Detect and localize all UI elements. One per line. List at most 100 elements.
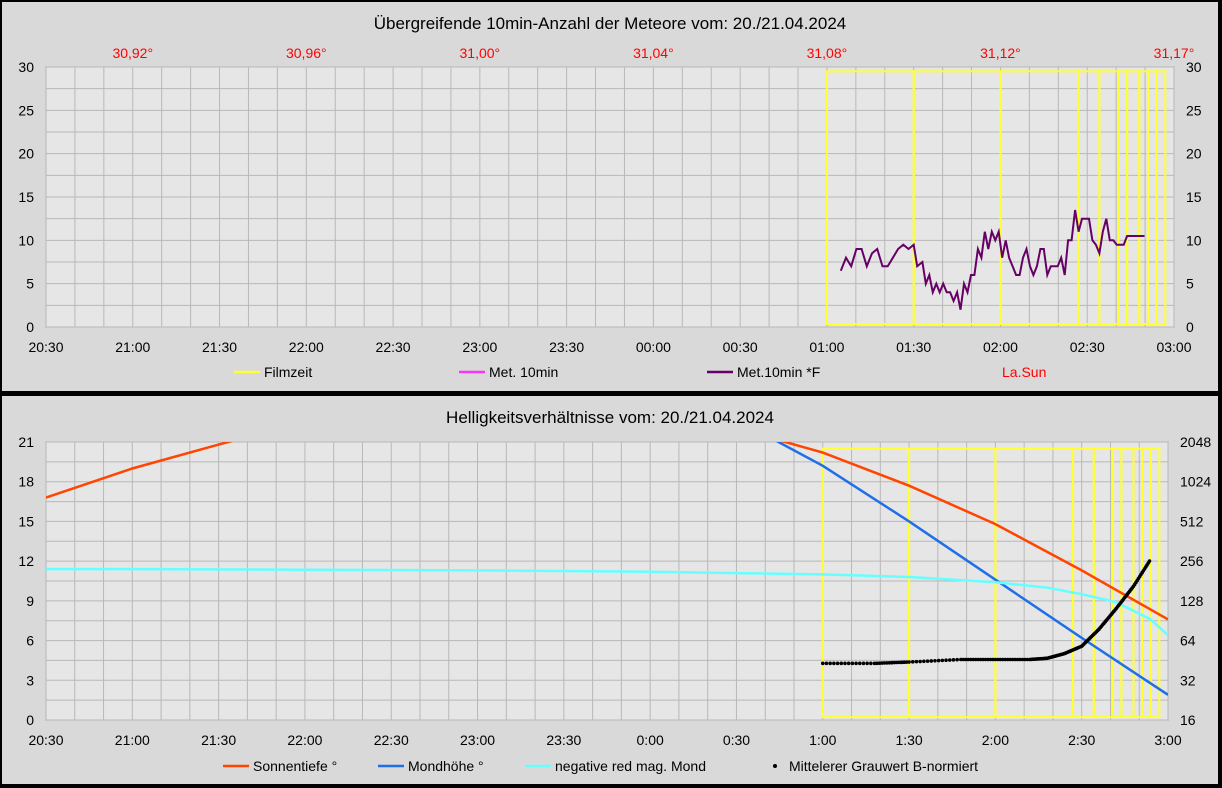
grauwert-point — [1025, 657, 1030, 662]
x-tick-label: 1:30 — [895, 732, 922, 748]
grauwert-point — [857, 661, 862, 666]
top-axis-tick-label: 30,92° — [112, 45, 153, 61]
grauwert-point — [955, 657, 959, 662]
grauwert-series — [820, 559, 1152, 666]
grauwert-point — [983, 657, 988, 662]
x-tick-label: 0:00 — [637, 732, 664, 748]
grauwert-point — [933, 658, 937, 663]
grauwert-point — [996, 657, 1000, 662]
grauwert-point — [1008, 657, 1012, 662]
legend-marker — [773, 764, 777, 768]
filmzeit-block — [1149, 447, 1161, 718]
grauwert-point — [861, 661, 866, 666]
y-tick-label: 20 — [18, 146, 34, 162]
met-10min-f-line — [839, 209, 1145, 310]
y2-tick-label: 0 — [1186, 319, 1194, 335]
sonnentiefe-line — [780, 442, 1168, 621]
grauwert-point — [869, 661, 873, 666]
grauwert-point — [947, 658, 952, 662]
x-tick-label: 23:00 — [462, 339, 497, 355]
grauwert-point — [1020, 657, 1025, 662]
top-axis-tick-label: 31,17° — [1154, 45, 1195, 61]
grauwert-point — [922, 659, 926, 664]
mondh-he-line — [775, 442, 1168, 696]
x-tick-label: 02:30 — [1070, 339, 1105, 355]
filmzeit-series — [821, 447, 1161, 718]
x-tick-label: 3:00 — [1154, 732, 1181, 748]
y-tick-label: 6 — [26, 633, 34, 649]
grauwert-point — [910, 660, 915, 664]
y2-tick-label: 20 — [1186, 146, 1202, 162]
grauwert-point — [1003, 657, 1008, 662]
legend-label: negative red mag. Mond — [555, 758, 706, 774]
x-tick-label: 1:00 — [809, 732, 836, 748]
y2-tick-label: 5 — [1186, 276, 1194, 292]
grauwert-point — [846, 661, 851, 666]
legend: Filmzeit Met. 10min Met.10min *F La.Sun — [234, 364, 1046, 380]
top-axis-tick-label: 31,12° — [980, 45, 1021, 61]
top-axis-tick-label: 31,00° — [460, 45, 501, 61]
grauwert-point — [966, 657, 971, 662]
grauwert-point — [976, 657, 980, 662]
grauwert-point — [940, 658, 945, 663]
grauwert-point — [959, 657, 963, 662]
y-tick-label: 25 — [18, 102, 34, 118]
top-axis-tick-label: 30,96° — [286, 45, 327, 61]
grauwert-point — [929, 659, 934, 663]
x-tick-label: 23:30 — [549, 339, 584, 355]
x-tick-label: 20:30 — [28, 339, 63, 355]
y-tick-label: 21 — [18, 434, 34, 450]
y2-tick-label: 15 — [1186, 189, 1202, 205]
grauwert-point — [936, 658, 941, 663]
x-tick-label: 21:30 — [201, 732, 236, 748]
y2-tick-label: 30 — [1186, 59, 1202, 75]
grauwert-point — [961, 657, 966, 662]
grauwert-point — [824, 661, 829, 666]
filmzeit-block — [1155, 70, 1167, 326]
grauwert-point — [968, 657, 973, 662]
x-tick-label: 02:00 — [983, 339, 1018, 355]
grauwert-point — [914, 659, 919, 664]
y2-tick-label: 128 — [1180, 593, 1204, 609]
x-tick-label: 21:30 — [202, 339, 237, 355]
chart-title: Helligkeitsverhältnisse vom: 20./21.04.2… — [446, 408, 774, 427]
grauwert-point — [998, 657, 1003, 662]
x-tick-label: 22:00 — [287, 732, 322, 748]
chart-title: Übergreifende 10min-Anzahl der Meteore v… — [373, 14, 847, 33]
y2-tick-label: 512 — [1180, 513, 1204, 529]
y-tick-label: 18 — [18, 474, 34, 490]
grauwert-point — [963, 657, 968, 662]
x-tick-label: 03:00 — [1156, 339, 1191, 355]
meteor-count-panel: Übergreifende 10min-Anzahl der Meteore v… — [2, 2, 1218, 391]
x-tick-label: 22:30 — [374, 732, 409, 748]
grauwert-point — [1147, 559, 1152, 563]
legend-label: Mondhöhe ° — [408, 758, 484, 774]
grauwert-point — [839, 661, 844, 666]
meteor-count-chart: 0 5 10 15 20 25 30 0 5 10 15 20 25 30 20:30 21:00 21:30 2… — [18, 45, 1202, 380]
grauwert-point — [918, 659, 922, 664]
grauwert-point — [1015, 657, 1020, 662]
grauwert-point — [820, 661, 825, 666]
y-tick-label: 12 — [18, 553, 34, 569]
grauwert-point — [971, 657, 975, 662]
y2-tick-label: 10 — [1186, 232, 1202, 248]
legend: Sonnentiefe ° Mondhöhe ° negative red mag.… — [223, 758, 978, 774]
filmzeit-series — [825, 70, 1167, 326]
grauwert-point — [1023, 657, 1027, 662]
grauwert-point — [832, 661, 836, 666]
grauwert-point — [925, 659, 930, 663]
brightness-chart: 0 3 6 9 12 15 18 21 16 32 64 128 256 512 1024 2048 20:30… — [18, 434, 1211, 774]
x-tick-label: 00:00 — [636, 339, 671, 355]
y2-tick-label: 256 — [1180, 553, 1204, 569]
x-tick-label: 22:00 — [289, 339, 324, 355]
x-tick-label: 00:30 — [723, 339, 758, 355]
y-tick-label: 9 — [26, 593, 34, 609]
grauwert-point — [951, 658, 956, 662]
grauwert-point — [981, 657, 985, 662]
brightness-panel: Helligkeitsverhältnisse vom: 20./21.04.2… — [2, 396, 1218, 784]
y-tick-label: 0 — [26, 319, 34, 335]
grauwert-point — [986, 657, 990, 662]
y-tick-label: 15 — [18, 513, 34, 529]
grauwert-point — [1000, 657, 1005, 662]
y2-tick-label: 2048 — [1180, 434, 1211, 450]
